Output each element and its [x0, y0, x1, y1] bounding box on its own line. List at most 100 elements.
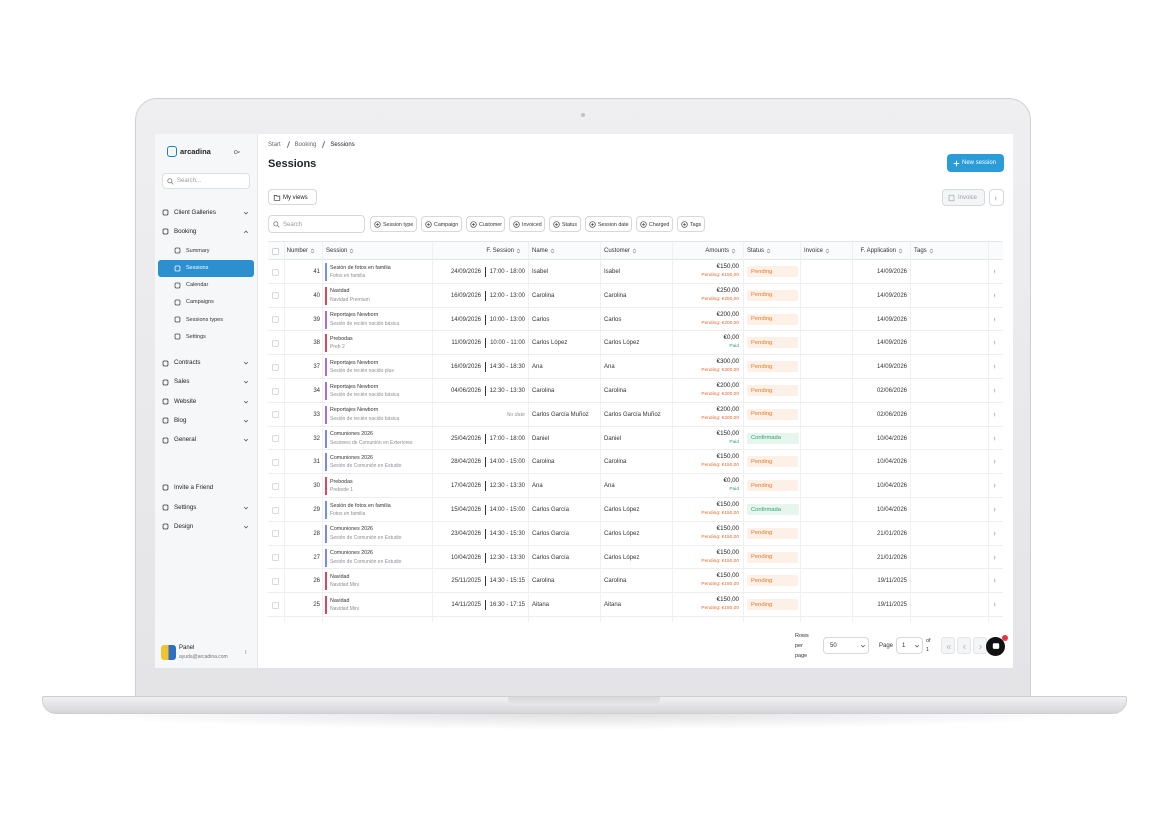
nav-subitem[interactable]: Sessions: [158, 259, 254, 277]
nav-subitem[interactable]: Campaigns: [158, 294, 254, 311]
row-checkbox[interactable]: [272, 577, 279, 585]
nav-subitem[interactable]: Settings: [158, 328, 254, 345]
nav-subitem[interactable]: Calendar: [158, 277, 254, 294]
session-color-bar: [325, 286, 327, 305]
filter-chip[interactable]: Session date: [585, 216, 632, 232]
nav-subitem[interactable]: Sessions types: [158, 311, 254, 328]
column-header[interactable]: Session: [326, 248, 348, 254]
row-checkbox[interactable]: [272, 554, 279, 562]
row-checkbox[interactable]: [272, 530, 279, 538]
client-name: Carlos: [532, 316, 550, 323]
column-header[interactable]: Invoice: [804, 248, 824, 254]
filter-chip[interactable]: Tags: [677, 216, 705, 232]
nav-item[interactable]: Settings: [159, 501, 254, 514]
table-row[interactable]: 27 Comuniones 2026 Sesión de Comunión en E…: [268, 546, 1003, 570]
nav-item[interactable]: Sales: [159, 376, 254, 389]
table-row[interactable]: 25 Navidad Navidad Mini 16:30 - 17:15 14/11/…: [268, 593, 1003, 617]
row-checkbox[interactable]: [272, 411, 279, 419]
nav-icon: [174, 316, 181, 323]
my-views-button[interactable]: My views: [268, 189, 317, 205]
table-row[interactable]: 31 Comuniones 2026 Sesión de Comunión en E…: [268, 450, 1003, 475]
table-row[interactable]: 26 Navidad Navidad Mini 14:30 - 15:15 25/11/…: [268, 569, 1003, 594]
breadcrumb-item[interactable]: Start: [268, 142, 281, 148]
row-checkbox[interactable]: [272, 316, 279, 324]
column-header[interactable]: Tags: [914, 248, 927, 254]
row-checkbox[interactable]: [272, 435, 279, 443]
customer-name: Carlos López: [604, 507, 640, 513]
amount: €150,00: [716, 548, 739, 556]
breadcrumb-item[interactable]: Booking: [294, 142, 317, 148]
plus-circle-icon: [681, 221, 688, 228]
filter-chip[interactable]: Campaign: [421, 216, 462, 232]
nav-icon: [162, 418, 169, 424]
column-header[interactable]: F. Session: [486, 248, 514, 254]
row-checkbox[interactable]: [272, 363, 279, 371]
sidebar-search[interactable]: Search...: [162, 173, 250, 189]
session-date: 11/09/2026: [451, 340, 481, 347]
pagination-button[interactable]: [957, 637, 971, 654]
filter-chip[interactable]: Charged: [636, 216, 673, 232]
table-row[interactable]: 34 Reportajes Newborn Sesión de recién nac…: [268, 379, 1003, 403]
nav-item[interactable]: Contracts: [159, 357, 254, 370]
row-checkbox[interactable]: [272, 482, 279, 490]
row-menu-icon: [994, 388, 996, 393]
plus-circle-icon: [553, 221, 560, 228]
filter-chip[interactable]: Status: [549, 216, 581, 232]
amount: €250,00: [716, 286, 739, 294]
customer-name: Carolina: [604, 578, 627, 585]
filter-chip[interactable]: Invoiced: [509, 216, 545, 232]
nav-sublabel: Sessions: [186, 265, 209, 271]
table-row[interactable]: 33 Reportajes Newborn Sesión de recién nac…: [268, 403, 1003, 427]
column-header[interactable]: F. Application: [860, 248, 896, 254]
chevron-icon: [243, 525, 249, 528]
column-header[interactable]: Customer: [604, 248, 631, 254]
nav-item[interactable]: General: [159, 434, 254, 447]
chat-button[interactable]: [986, 637, 1005, 656]
table-row[interactable]: 41 Sesión de fotos en familia Fotos en fam…: [268, 260, 1003, 284]
rows-per-page-select[interactable]: 50: [823, 637, 869, 654]
table-row[interactable]: 30 Prebodas Prebode 1 12:30 - 13:30 17/04/20…: [268, 474, 1003, 498]
table-row[interactable]: 39 Reportajes Newborn Sesión de recién nac…: [268, 308, 1003, 332]
nav-item[interactable]: Website: [159, 395, 254, 408]
session-name: Comuniones 2026: [330, 454, 373, 461]
nav-item[interactable]: Blog: [159, 414, 254, 427]
row-checkbox[interactable]: [272, 292, 279, 300]
pagination-button[interactable]: [941, 637, 955, 654]
table-row[interactable]: 29 Sesión de fotos en familia Fotos en fam…: [268, 498, 1003, 522]
row-checkbox[interactable]: [272, 506, 279, 514]
session-type: Preb 2: [330, 344, 345, 351]
row-checkbox[interactable]: [272, 387, 279, 395]
row-checkbox[interactable]: [272, 601, 279, 609]
nav-item[interactable]: Client Galleries: [159, 206, 254, 219]
page-select[interactable]: 1: [896, 637, 923, 654]
nav-subitem[interactable]: Summary: [158, 242, 254, 259]
row-checkbox[interactable]: [272, 268, 279, 276]
table-row[interactable]: 37 Reportajes Newborn Sesión de recién nac…: [268, 355, 1003, 379]
new-session-button[interactable]: New session: [947, 154, 1004, 172]
table-row[interactable]: 28 Comuniones 2026 Sesión de Comunión en E…: [268, 522, 1003, 546]
table-row[interactable]: 32 Comuniones 2026 Sesiones de Comunión en…: [268, 427, 1003, 451]
table-row[interactable]: 38 Prebodas Preb 2 10:00 - 11:00 11/09/2026 C…: [268, 331, 1003, 356]
invoice-button[interactable]: Invoice: [942, 189, 985, 206]
column-header[interactable]: Amounts: [705, 248, 729, 254]
filter-chip[interactable]: Customer: [466, 216, 505, 232]
nav-item[interactable]: Design: [159, 520, 254, 533]
column-header[interactable]: Name: [532, 248, 549, 254]
table-row[interactable]: 40 Navidad Navidad Premium 12:00 - 13:00 16/…: [268, 284, 1003, 308]
customer-name: Carolina: [604, 292, 627, 299]
session-time-separator: [485, 362, 486, 373]
row-checkbox[interactable]: [272, 458, 279, 466]
filter-chip[interactable]: Session type: [370, 216, 417, 232]
more-button[interactable]: [989, 189, 1004, 206]
chevron-icon: [243, 506, 249, 509]
nav-item[interactable]: Booking: [159, 225, 254, 238]
column-header[interactable]: Number: [286, 248, 308, 254]
table-search[interactable]: Search: [268, 215, 365, 233]
nav-item[interactable]: Invite a Friend: [159, 481, 254, 494]
column-divider: [528, 242, 529, 622]
column-header[interactable]: Status: [747, 248, 765, 254]
row-checkbox[interactable]: [272, 339, 279, 347]
pagination-button[interactable]: [973, 637, 987, 654]
header-checkbox[interactable]: [272, 247, 279, 255]
nav-sublabel: Sessions types: [186, 316, 223, 323]
